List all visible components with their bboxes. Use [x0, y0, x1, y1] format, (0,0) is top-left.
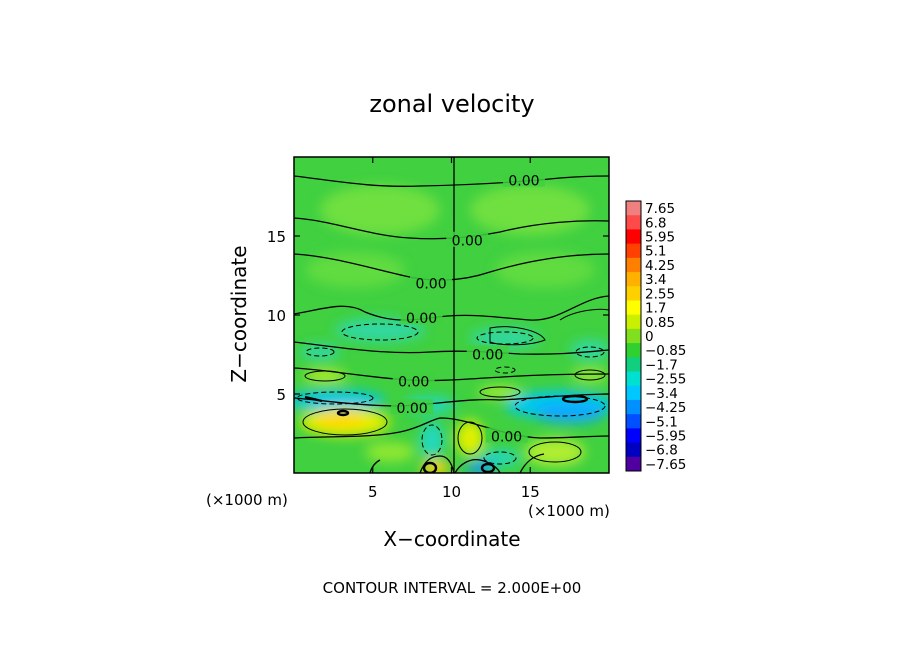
contour-label-bg [502, 171, 545, 187]
colorbar-label: −4.25 [645, 400, 686, 416]
colorbar-swatch [626, 428, 641, 444]
contour-label-group: 0.00 0.00 0.00 0.00 0.00 0.00 0.00 0.00 [391, 171, 545, 446]
colorbar-swatch [626, 286, 641, 301]
y-tick-label: 15 [267, 228, 286, 246]
colorbar-label: 1.7 [645, 301, 666, 317]
colorbar-label: 5.95 [645, 230, 675, 246]
contour-label: 0.00 [452, 234, 483, 250]
contour-label-bg [410, 274, 453, 290]
colorbar-label: 6.8 [645, 215, 666, 231]
colorbar-label: 4.25 [645, 258, 675, 274]
contour-label: 0.00 [472, 348, 503, 364]
colorbar-label: −3.4 [645, 386, 678, 402]
colorbar-label: −0.85 [645, 343, 686, 359]
contour-label: 0.00 [406, 311, 437, 327]
colorbar-swatch [626, 357, 641, 373]
strong-contours [304, 394, 589, 473]
colorbar-swatch [626, 385, 641, 401]
contour-label-bg [466, 345, 509, 361]
colorbar-swatch [626, 442, 641, 458]
colorbar-label: 3.4 [645, 272, 666, 288]
colorbar-label: 0 [645, 329, 654, 345]
x-axis: 5 10 15 [368, 157, 540, 501]
contour-label: 0.00 [397, 401, 428, 417]
contour-label-bg [400, 309, 443, 325]
colorbar-label: −5.95 [645, 428, 686, 444]
contour-label-bg [446, 231, 489, 247]
y-tick-label: 5 [276, 386, 286, 404]
y-axis: 5 10 15 [267, 228, 609, 404]
colorbar-swatch [626, 229, 641, 245]
colorbar-swatch [626, 314, 641, 330]
negative-contours [296, 323, 606, 465]
y-tick-label: 10 [267, 307, 286, 325]
colorbar-swatch [626, 243, 641, 259]
contour-label: 0.00 [508, 174, 539, 190]
colorbar-label: −7.65 [645, 457, 686, 473]
contour-lines-thin [302, 308, 609, 463]
colorbar-label: −2.55 [645, 372, 686, 388]
colorbar-swatch [626, 215, 641, 230]
colorbar-swatch [626, 300, 641, 316]
x-tick-label: 15 [521, 483, 540, 501]
contour-label-bg [392, 372, 435, 388]
contour-label: 0.00 [415, 276, 446, 292]
colorbar-frame [625, 200, 642, 472]
y-axis-label: Z−coordinate [227, 245, 251, 382]
colorbar-swatch [626, 343, 641, 358]
colorbar-label: −6.8 [645, 443, 678, 459]
x-axis-label: X−coordinate [383, 527, 520, 551]
chart-title: zonal velocity [369, 90, 534, 118]
colorbar-swatch [626, 456, 641, 472]
x-unit-right: (×1000 m) [528, 502, 610, 520]
colorbar-label: −1.7 [645, 357, 678, 373]
colorbar-label: 7.65 [645, 201, 675, 217]
colorbar-swatch [626, 414, 641, 429]
colorbar-label: 0.85 [645, 315, 675, 331]
contour-label: 0.00 [491, 430, 522, 446]
x-tick-label: 5 [368, 483, 378, 501]
x-tick-label: 10 [442, 483, 461, 501]
x-unit-left: (×1000 m) [206, 491, 288, 509]
contour-label: 0.00 [398, 374, 429, 390]
contour-label-bg [485, 427, 528, 443]
colorbar: 7.656.85.955.14.253.42.551.70.850−0.85−1… [625, 200, 686, 473]
colorbar-swatch [626, 328, 641, 344]
velocity-field: 0.00 0.00 0.00 0.00 0.00 0.00 0.00 0.00 [294, 157, 609, 473]
colorbar-swatch [626, 257, 641, 273]
colorbar-swatch [626, 272, 641, 287]
colorbar-swatch [626, 371, 641, 387]
contour-interval-footer: CONTOUR INTERVAL = 2.000E+00 [323, 579, 582, 597]
colorbar-label: 5.1 [645, 244, 666, 260]
colorbar-label: −5.1 [645, 414, 678, 430]
colorbar-swatch [626, 399, 641, 415]
colorbar-swatch [626, 201, 641, 216]
colorbar-label: 2.55 [645, 286, 675, 302]
contour-label-bg [391, 399, 434, 415]
